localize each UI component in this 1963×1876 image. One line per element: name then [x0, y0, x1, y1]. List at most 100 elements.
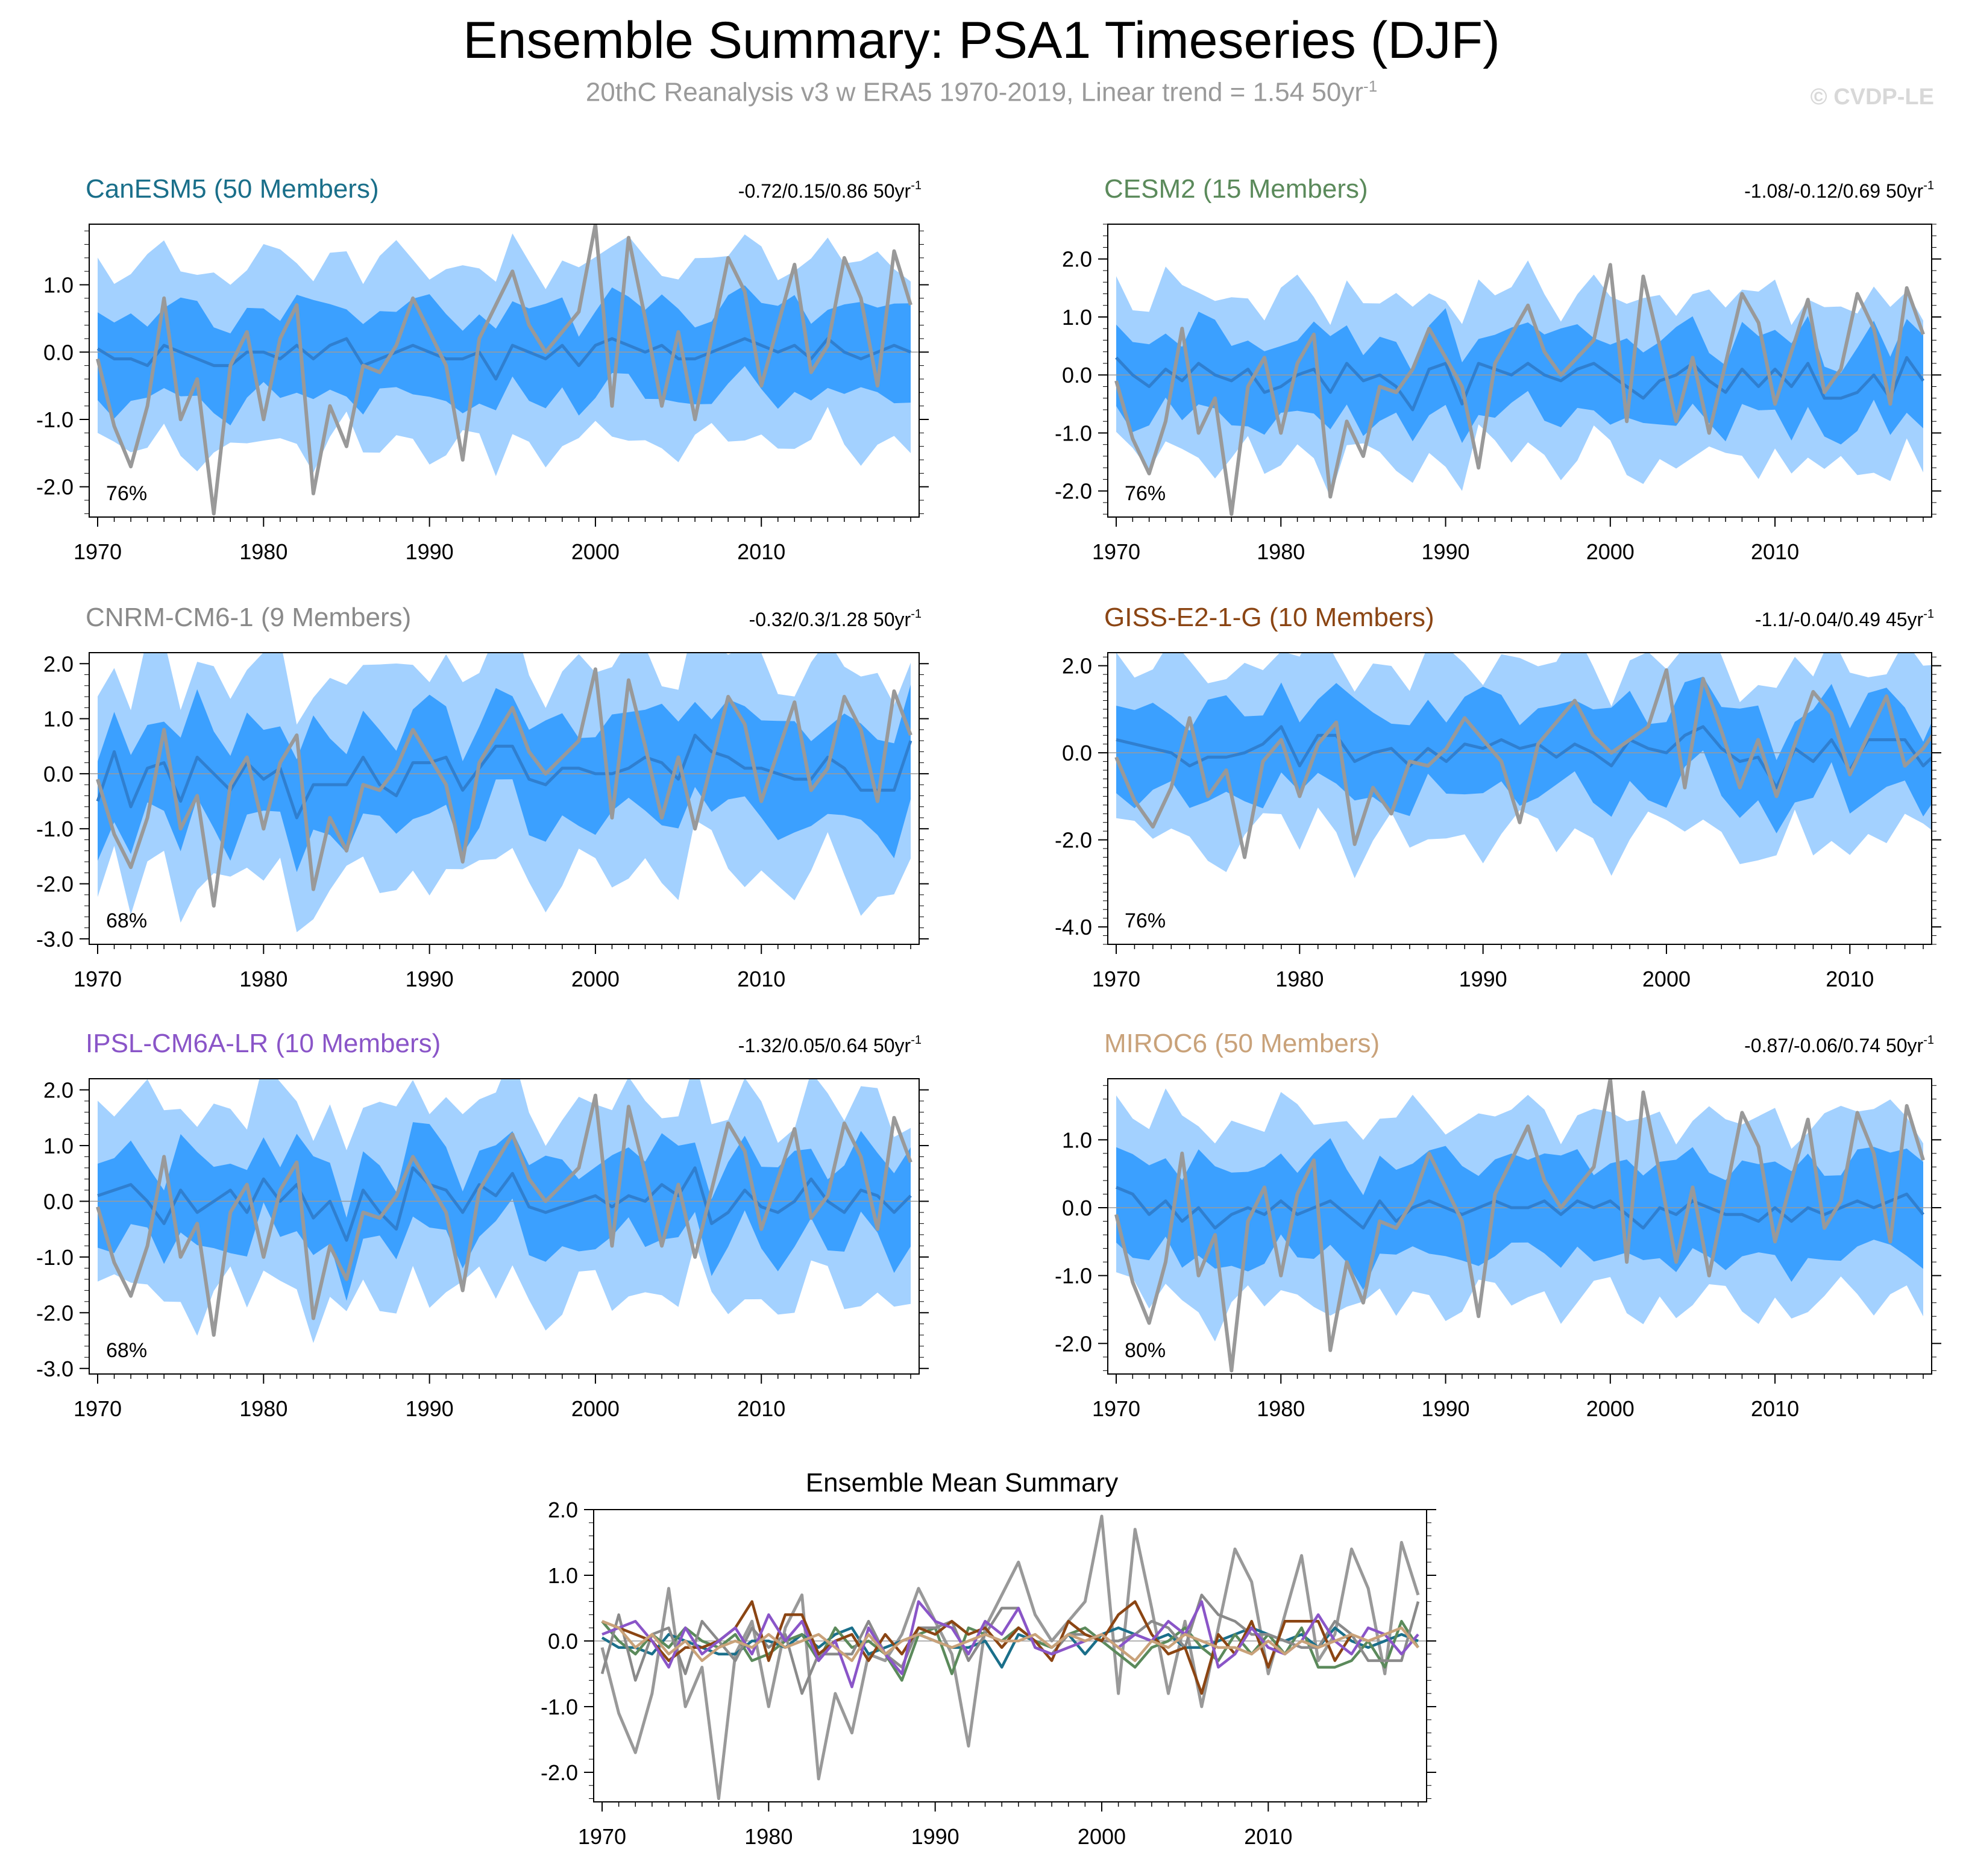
plot-border: [1107, 1078, 1932, 1375]
page-title: Ensemble Summary: PSA1 Timeseries (DJF): [463, 11, 1500, 69]
y-tick-label: 1.0: [43, 273, 74, 298]
chart-panel-3: 68% CNRM-CM6-1 (9 Members) -0.32/0.3/1.28 …: [36, 603, 929, 991]
x-tick-label: 2000: [1586, 539, 1635, 564]
ensemble-mean-line: [1115, 356, 1925, 412]
trend-label: -1.1/-0.04/0.49 45yr-1: [1755, 607, 1934, 630]
observed-line: [1114, 263, 1925, 516]
x-tick-label: 1980: [1257, 1396, 1305, 1421]
x-tick-label: 1980: [239, 539, 287, 564]
plot-area: [1108, 653, 1932, 879]
plot-area: [1108, 260, 1932, 516]
y-tick-label: 2.0: [43, 1078, 74, 1102]
panel-title: CNRM-CM6-1 (9 Members): [86, 603, 411, 632]
ensemble-mean-line: [1116, 725, 1932, 789]
x-tick-label: 1970: [1092, 967, 1140, 991]
observed-line: [96, 1093, 912, 1337]
x-tick-label: 1970: [1092, 1396, 1140, 1421]
y-tick-label: -1.0: [36, 817, 74, 841]
percent-label: 76%: [1125, 482, 1166, 505]
trend-label: -1.08/-0.12/0.69 50yr-1: [1744, 179, 1934, 202]
trend-sup: -1: [911, 1034, 922, 1047]
panel-title: Ensemble Mean Summary: [806, 1468, 1118, 1498]
x-tick-label: 2000: [1586, 1396, 1635, 1421]
credit-watermark: © CVDP-LE: [1810, 84, 1934, 110]
trend-label: -0.32/0.3/1.28 50yr-1: [749, 607, 922, 630]
x-tick-label: 2010: [737, 967, 785, 991]
trend-text: -1.32/0.05/0.64 50yr: [738, 1035, 911, 1056]
y-tick-label: -2.0: [1055, 1331, 1092, 1356]
summary-series-cnrm-cm6-1: [600, 1593, 1420, 1695]
y-tick-label: 2.0: [1062, 654, 1092, 679]
y-tick-label: -2.0: [541, 1760, 578, 1785]
y-tick-label: 0.0: [548, 1629, 578, 1654]
y-tick-label: 1.0: [43, 1134, 74, 1158]
trend-label: -1.32/0.05/0.64 50yr-1: [738, 1034, 922, 1056]
x-tick-label: 1990: [1421, 539, 1469, 564]
x-tick-label: 2010: [737, 1396, 785, 1421]
trend-text: -1.1/-0.04/0.49 45yr: [1755, 609, 1924, 630]
x-tick-label: 1980: [744, 1824, 793, 1849]
percent-label: 68%: [106, 909, 147, 932]
y-tick-label: -4.0: [1055, 915, 1092, 940]
x-tick-label: 2010: [1751, 1396, 1799, 1421]
ensemble-mean-line: [96, 733, 912, 820]
x-tick-label: 2000: [571, 1396, 620, 1421]
plot-border: [593, 1509, 1427, 1802]
panel-title: GISS-E2-1-G (10 Members): [1104, 603, 1434, 632]
y-tick-label: 0.0: [1062, 363, 1092, 387]
percent-label: 80%: [1125, 1339, 1166, 1362]
plot-border: [89, 1078, 920, 1375]
y-tick-label: 0.0: [43, 762, 74, 786]
x-tick-label: 1980: [1275, 967, 1324, 991]
x-tick-label: 1990: [1421, 1396, 1469, 1421]
y-tick-label: -3.0: [36, 927, 74, 952]
inner-range-band: [1116, 308, 1923, 445]
x-tick-label: 1970: [74, 539, 122, 564]
x-tick-label: 1980: [239, 1396, 287, 1421]
y-tick-label: 2.0: [1062, 247, 1092, 272]
trend-sup: -1: [1923, 179, 1934, 192]
trend-label: -0.72/0.15/0.86 50yr-1: [738, 179, 922, 202]
summary-series-observed: [600, 1514, 1420, 1801]
percent-label: 76%: [106, 482, 147, 505]
x-tick-label: 2000: [571, 967, 620, 991]
trend-sup: -1: [911, 179, 922, 192]
x-tick-label: 2010: [1826, 967, 1874, 991]
plot-area: [89, 653, 919, 932]
x-tick-label: 2000: [1078, 1824, 1126, 1849]
plot-area: [594, 1514, 1427, 1801]
trend-text: -1.08/-0.12/0.69 50yr: [1744, 180, 1923, 202]
chart-panel-1: 76% CanESM5 (50 Members) -0.72/0.15/0.86 5…: [36, 174, 929, 564]
y-tick-label: 1.0: [43, 707, 74, 732]
chart-panel-4: 76% GISS-E2-1-G (10 Members) -1.1/-0.04/0.…: [1055, 603, 1941, 991]
x-tick-label: 1990: [406, 967, 454, 991]
inner-range-band: [1116, 676, 1932, 833]
y-tick-label: 2.0: [43, 651, 74, 676]
panel-title: MIROC6 (50 Members): [1104, 1029, 1380, 1058]
observed-line: [96, 224, 912, 516]
trend-sup: -1: [911, 607, 922, 621]
trend-sup: -1: [1923, 607, 1934, 621]
y-tick-label: -1.0: [541, 1695, 578, 1719]
x-tick-label: 2000: [571, 539, 620, 564]
panel-title: IPSL-CM6A-LR (10 Members): [86, 1029, 441, 1058]
ensemble-mean-line: [97, 1166, 912, 1242]
x-tick-label: 1990: [911, 1824, 960, 1849]
observed-line: [96, 667, 912, 908]
x-tick-label: 2010: [737, 539, 785, 564]
plot-area: [89, 224, 919, 516]
y-tick-label: -2.0: [36, 872, 74, 897]
percent-label: 76%: [1125, 909, 1166, 932]
x-tick-label: 2010: [1751, 539, 1799, 564]
plot-border: [89, 652, 920, 945]
trend-sup: -1: [1923, 1034, 1934, 1047]
chart-panel-5: 68% IPSL-CM6A-LR (10 Members) -1.32/0.05/0…: [36, 1029, 929, 1421]
y-tick-label: -2.0: [1055, 479, 1092, 504]
y-tick-label: 1.0: [1062, 1128, 1092, 1152]
y-tick-label: 0.0: [43, 1189, 74, 1214]
plot-border: [1107, 224, 1932, 518]
plot-area: [1108, 1079, 1932, 1373]
observed-line: [1114, 1079, 1925, 1373]
subtitle-sup: -1: [1363, 77, 1378, 95]
y-tick-label: 1.0: [1062, 305, 1092, 330]
